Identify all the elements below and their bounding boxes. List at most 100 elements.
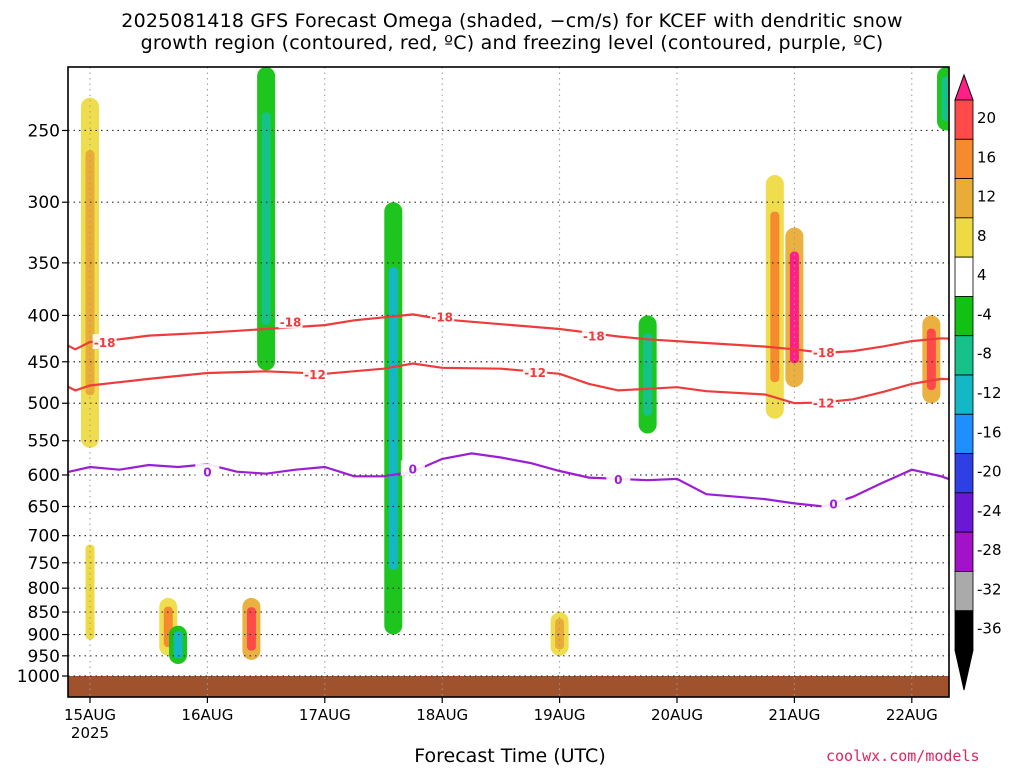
credit-link[interactable]: coolwx.com/models [826,747,980,765]
colorbar-band-8 [954,374,974,415]
colorbar-tick-label-2: 12 [977,188,996,206]
contour-label-0-1: 0 [409,462,417,476]
contour-label-m12-0: -12 [304,368,326,382]
omega-core-10 [789,251,799,364]
y-tick-label-550: 550 [28,432,60,452]
colorbar-tick-label-9: -20 [977,463,1002,481]
contour-label-bg [811,344,836,360]
x-tick-label-20AUG: 20AUG [651,706,703,724]
omega-shading [81,67,949,665]
omega-core-9 [770,211,780,383]
contour-label-bg [821,495,846,511]
colorbar-band-5 [954,256,974,297]
contour-label-bg [606,470,631,486]
contour-label-m18-2: -18 [431,310,453,324]
y-tick-label-950: 950 [28,647,60,667]
omega-core-1 [85,544,95,640]
contour-line-m18 [68,313,949,355]
omega-core-11 [926,328,936,391]
y-axis: 250 300 350 400 450 500 550 600 650 700 750 800 850 9… [17,121,68,687]
y-tick-label-800: 800 [28,579,60,599]
y-tick-label-1000: 1000 [17,667,60,687]
contour-label-bg [811,394,836,410]
colorbar-band-10 [954,453,974,494]
contour-line-0 [68,452,949,508]
gridlines [68,67,949,697]
plot-frame [67,66,950,698]
x-tick-label-16AUG: 16AUG [181,706,233,724]
colorbar-band-2 [954,138,974,179]
colorbar-band-6 [954,296,974,337]
contour-label-0-3: 0 [829,497,837,511]
colorbar-band-11 [954,492,974,533]
colorbar-tick-label-10: -24 [977,502,1002,520]
colorbar-band-last [954,610,974,651]
y-tick-label-600: 600 [28,466,60,486]
omega-core-8 [643,333,653,416]
y-tick-label-350: 350 [28,254,60,274]
colorbar-band-3 [954,178,974,219]
colorbar-tick-label-11: -28 [977,541,1002,559]
colorbar-bottom-arrow [954,649,974,691]
y-tick-label-450: 450 [28,353,60,373]
x-tick-label-22AUG: 22AUG [886,706,938,724]
contour-label-m18-1: -18 [280,315,302,329]
omega-core-6 [388,267,398,570]
contour-label-bg [523,364,548,380]
y-tick-label-400: 400 [28,306,60,326]
contour-label-m18-4: -18 [813,346,835,360]
contour-label-m12-2: -12 [813,396,835,410]
ground-surface [68,676,949,697]
y-tick-label-250: 250 [28,121,60,141]
chart-title-line-1: 2025081418 GFS Forecast Omega (shaded, −… [121,10,903,32]
colorbar-tick-label-0: 20 [977,109,996,127]
colorbar-tick-label-6: -8 [977,345,992,363]
contour-label-bg [92,334,117,350]
y-tick-label-750: 750 [28,554,60,574]
colorbar-top-arrow [954,73,974,101]
contour-label-0-0: 0 [203,466,211,480]
colorbar-band-9 [954,413,974,454]
contour-label-m18-3: -18 [583,330,605,344]
chart-title-line-2: growth region (contoured, red, ºC) and f… [140,32,884,54]
contour-label-0-2: 0 [614,473,622,487]
x-tick-label-17AUG: 17AUG [299,706,351,724]
omega-core-4 [246,607,256,651]
contour-label-bg [195,463,220,479]
colorbar-tick-label-12: -32 [977,580,1002,598]
contour-label-m18-0: -18 [94,336,116,350]
y-tick-label-500: 500 [28,394,60,414]
contour-line-m12 [68,362,949,405]
contour-label-bg [278,313,303,329]
y-tick-label-850: 850 [28,603,60,623]
colorbar-tick-label-13: -36 [977,620,1002,638]
contour-label-bg [430,308,455,324]
colorbar-band-4 [954,217,974,258]
colorbar-tick-label-8: -16 [977,423,1002,441]
contours: -18 -18 -18 -18 -18 -12 -12 -12 0 0 0 0 [68,308,949,511]
colorbar-tick-label-3: 8 [977,227,987,245]
x-axis: 15AUG 16AUG 17AUG 18AUG 19AUG 20AUG 21AUG 22AUG… [64,697,938,742]
x-tick-label-19AUG: 19AUG [534,706,586,724]
y-tick-label-900: 900 [28,626,60,646]
colorbar-tick-label-5: -4 [977,305,992,323]
colorbar-band-13 [954,571,974,612]
colorbar-tick-label-7: -12 [977,384,1002,402]
colorbar-band-7 [954,335,974,376]
colorbar: 20 16 12 8 4 -4 -8 -12 -16 -20 -24 -28 -32 -36 [954,73,1002,691]
x-tick-label-21AUG: 21AUG [768,706,820,724]
y-tick-label-650: 650 [28,497,60,517]
omega-core-5 [261,112,271,325]
colorbar-band-1 [954,99,974,140]
contour-label-m12-1: -12 [524,366,546,380]
colorbar-band-12 [954,531,974,572]
contour-label-bg [303,365,328,381]
y-tick-label-700: 700 [28,527,60,547]
y-tick-label-300: 300 [28,193,60,213]
x-tick-label-15AUG: 15AUG [64,706,116,724]
x-year-label: 2025 [71,724,109,742]
x-axis-label: Forecast Time (UTC) [414,745,606,767]
omega-core-0 [85,150,95,396]
omega-core-12 [941,76,949,121]
contour-label-bg [581,327,606,343]
